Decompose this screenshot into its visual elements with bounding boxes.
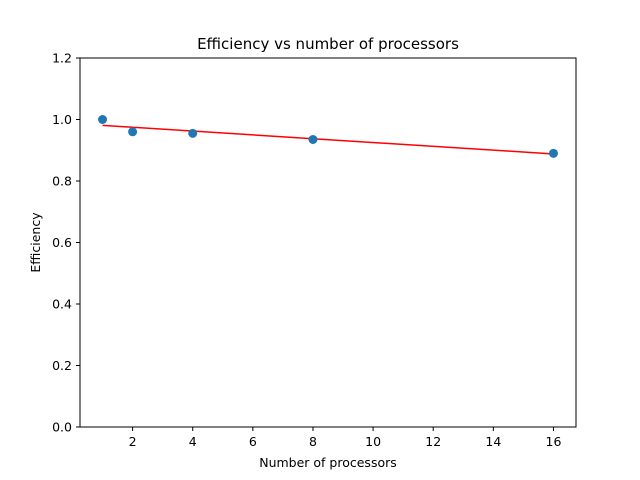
x-tick-label: 2 <box>129 434 137 449</box>
x-axis-label: Number of processors <box>259 455 397 470</box>
x-tick-label: 10 <box>365 434 381 449</box>
data-point <box>98 115 108 124</box>
y-tick-label: 0.8 <box>52 174 72 189</box>
y-tick-label: 0.4 <box>52 297 72 312</box>
x-tick-label: 12 <box>425 434 441 449</box>
y-tick-label: 1.2 <box>52 51 72 66</box>
y-tick-label: 0.2 <box>52 358 72 373</box>
x-tick-label: 14 <box>485 434 501 449</box>
plot-layer <box>98 115 558 158</box>
x-tick-label: 16 <box>546 434 562 449</box>
y-tick-label: 0.0 <box>52 420 72 435</box>
x-axis: 2 4 6 8 10 12 14 16 <box>129 427 562 449</box>
y-axis-label: Efficiency <box>28 212 43 273</box>
data-point <box>548 148 558 158</box>
x-tick-label: 6 <box>249 434 257 449</box>
y-axis: 0.0 0.2 0.4 0.6 0.8 1.0 1.2 <box>52 51 80 435</box>
data-point <box>128 127 138 137</box>
y-tick-label: 1.0 <box>52 112 72 127</box>
x-tick-label: 4 <box>189 434 197 449</box>
y-tick-label: 0.6 <box>52 235 72 250</box>
data-point <box>308 134 318 144</box>
trend-line <box>102 124 554 155</box>
x-tick-label: 8 <box>309 434 317 449</box>
chart-title: Efficiency vs number of processors <box>197 35 459 53</box>
data-point <box>188 128 198 138</box>
